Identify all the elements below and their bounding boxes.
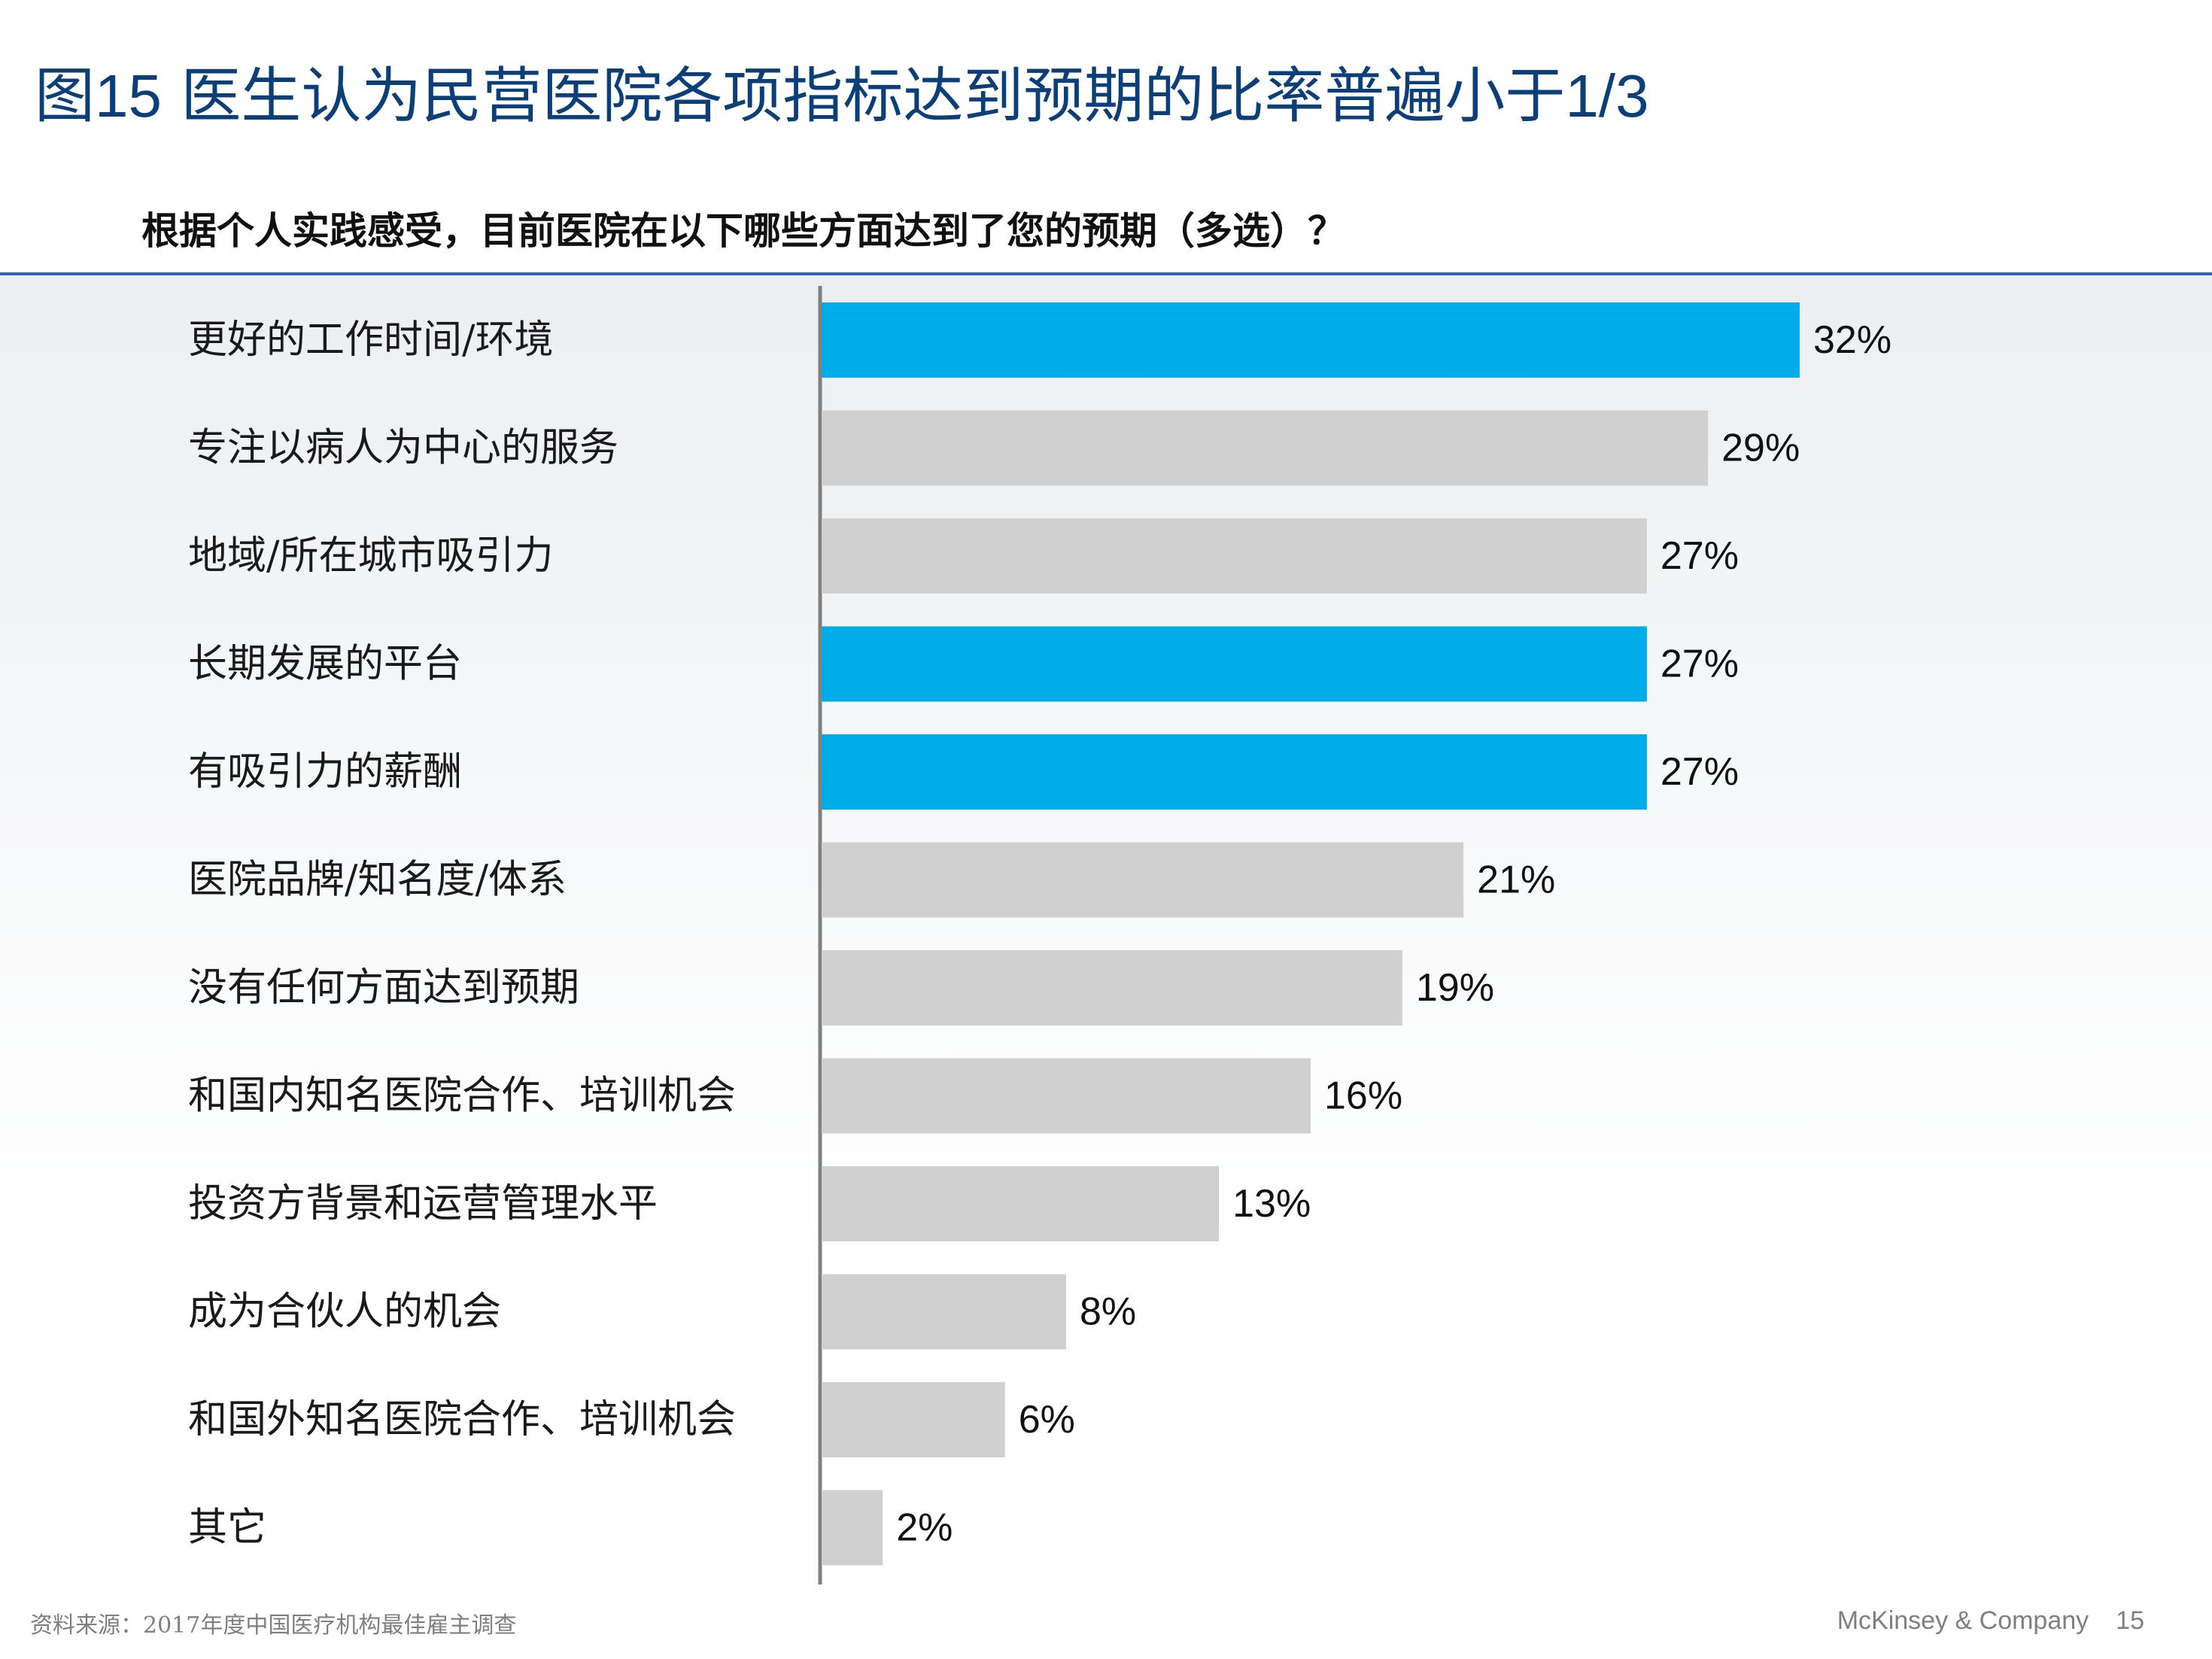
bar: [822, 1274, 1066, 1350]
title-fraction: 1/3: [1565, 62, 1649, 129]
data-label: 8%: [1080, 1290, 1136, 1334]
category-label: 医院品牌/知名度/体系: [188, 858, 567, 903]
category-label: 没有任何方面达到预期: [188, 965, 579, 1010]
title-prefix: 图: [35, 61, 95, 131]
data-label: 2%: [896, 1506, 953, 1550]
bar: [822, 1382, 1005, 1457]
bar: [822, 734, 1647, 810]
data-label: 6%: [1019, 1398, 1075, 1442]
category-label: 有吸引力的薪酬: [188, 749, 462, 795]
bar: [822, 410, 1709, 486]
bar: [822, 626, 1647, 702]
header-divider: [0, 272, 2212, 275]
title-number: 15: [95, 62, 162, 129]
page-number: 15: [2116, 1606, 2144, 1635]
data-label: 32%: [1813, 318, 1891, 362]
category-label: 地域/所在城市吸引力: [188, 533, 554, 579]
bar: [822, 518, 1647, 594]
data-label: 27%: [1661, 750, 1739, 794]
category-label: 长期发展的平台: [188, 642, 462, 687]
bar: [822, 302, 1800, 378]
category-label: 和国内知名医院合作、培训机会: [188, 1074, 736, 1119]
data-label: 29%: [1721, 427, 1800, 470]
bar: [822, 1058, 1311, 1134]
title-text: 医生认为民营医院各项指标达到预期的比率普遍小于: [161, 61, 1566, 131]
data-label: 16%: [1324, 1074, 1402, 1118]
category-label: 和国外知名医院合作、培训机会: [188, 1397, 736, 1442]
category-label: 其它: [188, 1506, 266, 1551]
bar-chart: 更好的工作时间/环境 32% 专注以病人为中心的服务 29% 地域/所在城市吸引力 27%…: [188, 286, 1891, 1585]
data-label: 27%: [1661, 534, 1739, 578]
data-label: 27%: [1661, 643, 1739, 686]
source-note: 资料来源：2017年度中国医疗机构最佳雇主调查: [30, 1612, 517, 1639]
bar: [822, 1166, 1220, 1241]
data-label: 19%: [1416, 966, 1494, 1010]
bar: [822, 842, 1464, 918]
category-label: 专注以病人为中心的服务: [188, 426, 618, 471]
page-title: 图15 医生认为民营医院各项指标达到预期的比率普遍小于1/3: [35, 59, 1649, 134]
survey-question: 根据个人实践感受，目前医院在以下哪些方面达到了您的预期（多选）？: [141, 208, 1345, 253]
chart-background-panel: [0, 275, 2212, 1592]
brand-name: McKinsey & Company: [1837, 1606, 2089, 1635]
data-label: 21%: [1477, 858, 1555, 902]
data-label: 13%: [1232, 1182, 1311, 1226]
category-label: 成为合伙人的机会: [188, 1290, 501, 1335]
category-label: 投资方背景和运营管理水平: [188, 1181, 658, 1226]
bar: [822, 1490, 883, 1566]
category-label: 更好的工作时间/环境: [188, 318, 554, 363]
footer-right: McKinsey & Company 15: [1837, 1606, 2144, 1636]
bar: [822, 950, 1402, 1025]
